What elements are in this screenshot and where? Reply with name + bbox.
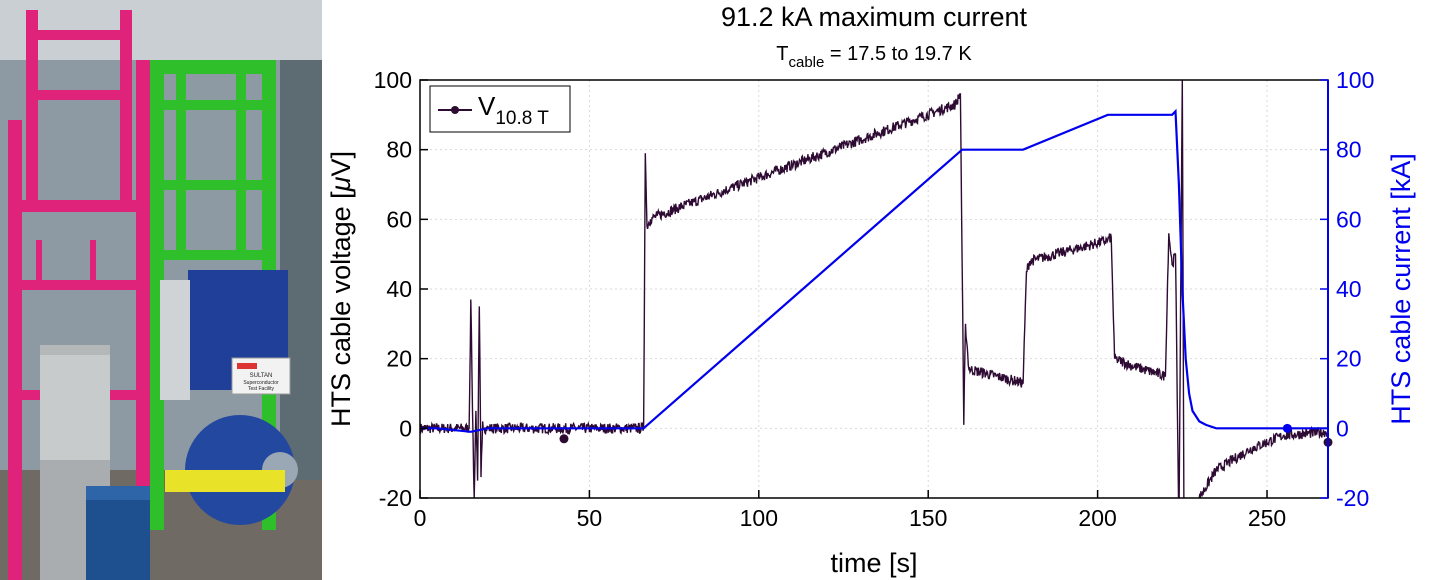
y-tick-label-right: 20 — [1336, 346, 1362, 372]
ylabel-left-unit: V] — [326, 151, 356, 177]
y-tick-label-right: 100 — [1336, 67, 1374, 93]
y-tick-label-left: 100 — [374, 67, 412, 93]
series-line-current — [420, 108, 1328, 433]
y-tick-label-left: 40 — [386, 276, 412, 302]
x-tick-label: 50 — [577, 505, 603, 531]
y-axis-label-left: HTS cable voltage [μV] — [326, 151, 356, 427]
y-tick-label-left: 20 — [386, 346, 412, 372]
ticks — [419, 79, 1328, 499]
legend: V10.8 T — [429, 85, 571, 133]
y-tick-label-right: -20 — [1336, 485, 1369, 511]
chart: 0 50 100 150 200 250-20020406080100-200204060… — [326, 2, 1416, 578]
subtitle-subscript: cable — [789, 54, 825, 71]
voltage-marker — [559, 434, 569, 444]
legend-label-voltage: V10.8 T — [478, 91, 549, 129]
legend-label-sub: 10.8 T — [495, 108, 549, 129]
photo-sign-line1: SULTAN — [250, 373, 273, 379]
chart-title: 91.2 kA maximum current — [721, 2, 1028, 32]
current-marker — [1282, 423, 1292, 433]
series-layer — [420, 80, 1333, 498]
y-tick-label-left: -20 — [379, 485, 412, 511]
y-tick-label-right: 60 — [1336, 206, 1362, 232]
y-tick-label-left: 80 — [386, 137, 412, 163]
series-line-voltage — [420, 80, 1328, 498]
y-tick-label-left: 60 — [386, 206, 412, 232]
x-tick-label: 150 — [909, 505, 947, 531]
legend-marker-voltage — [451, 106, 459, 114]
tick-labels: 0 50 100 150 200 250-20020406080100-200204060… — [374, 67, 1375, 531]
subtitle-prefix: T — [776, 43, 788, 65]
y-tick-label-right: 0 — [1336, 415, 1349, 441]
x-tick-label: 100 — [740, 505, 778, 531]
ylabel-left-text: HTS cable voltage [ — [326, 191, 356, 427]
photo-sign-line2: Superconductor — [243, 380, 279, 386]
chart-subtitle: Tcable = 17.5 to 19.7 K — [776, 43, 972, 71]
subtitle-suffix: = 17.5 to 19.7 K — [824, 43, 972, 65]
ylabel-left-mu: μ — [326, 176, 356, 192]
y-tick-label-right: 80 — [1336, 137, 1362, 163]
x-tick-label: 200 — [1078, 505, 1116, 531]
x-tick-label: 250 — [1248, 505, 1286, 531]
x-axis-label: time [s] — [830, 548, 917, 578]
y-axis-label-right: HTS cable current [kA] — [1386, 153, 1416, 425]
y-tick-label-left: 0 — [399, 415, 412, 441]
photo-sign-line3: Test Facility — [248, 386, 275, 392]
x-tick-label: 0 — [414, 505, 427, 531]
legend-label-main: V — [478, 91, 496, 121]
y-tick-label-right: 40 — [1336, 276, 1362, 302]
facility-photo: SULTAN Superconductor Test Facility — [0, 0, 322, 580]
